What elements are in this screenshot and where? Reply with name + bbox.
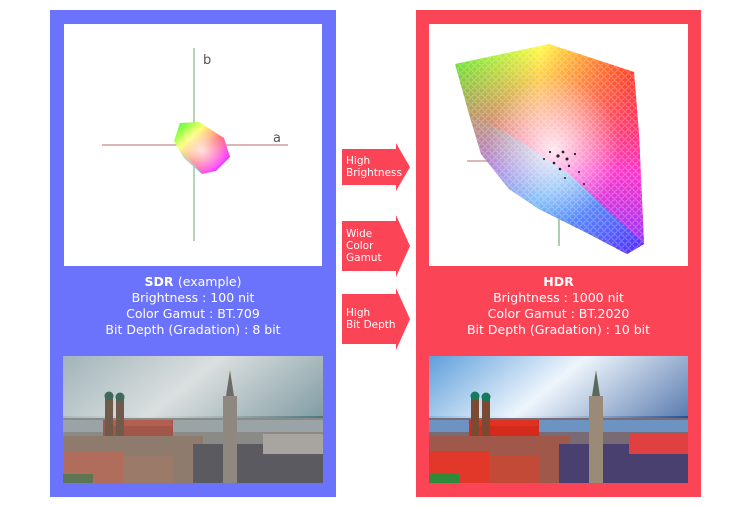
hdr-brightness: Brightness : 1000 nit xyxy=(493,290,624,305)
hdr-photo: Munich city skyline (HDR rendering, vivi… xyxy=(429,356,688,483)
sdr-photo: Munich city skyline (SDR rendering, mute… xyxy=(63,356,323,483)
sdr-brightness: Brightness : 100 nit xyxy=(131,290,255,305)
axis-a-label: a xyxy=(273,131,281,146)
axis-b-label: b xyxy=(203,53,212,68)
hdr-title: HDR xyxy=(543,274,574,289)
sdr-specs: SDR (example) Brightness : 100 nit Color… xyxy=(50,274,336,338)
hdr-gamut-plot xyxy=(455,44,644,254)
hdr-panel: HDR Brightness : 1000 nit Color Gamut : … xyxy=(416,10,701,497)
sdr-panel: b a SDR (example) Brightness : 100 nit C… xyxy=(50,10,336,497)
sdr-color-gamut: Color Gamut : BT.709 xyxy=(126,306,260,321)
arrow-high-bit-depth: High Bit Depth xyxy=(342,288,410,350)
hdr-specs: HDR Brightness : 1000 nit Color Gamut : … xyxy=(416,274,701,338)
arrow-wide-color-gamut: Wide Color Gamut xyxy=(342,215,410,277)
hdr-color-gamut: Color Gamut : BT.2020 xyxy=(487,306,630,321)
hdr-gamut-chart xyxy=(429,24,688,266)
sdr-bit-depth: Bit Depth (Gradation) : 8 bit xyxy=(105,322,281,337)
hdr-bit-depth: Bit Depth (Gradation) : 10 bit xyxy=(466,322,651,337)
sdr-gamut-plot xyxy=(102,48,288,241)
sdr-title: SDR (example) xyxy=(144,274,242,289)
arrow-high-brightness: High Brightness xyxy=(342,143,410,191)
sdr-gamut-chart: b a xyxy=(64,24,322,266)
